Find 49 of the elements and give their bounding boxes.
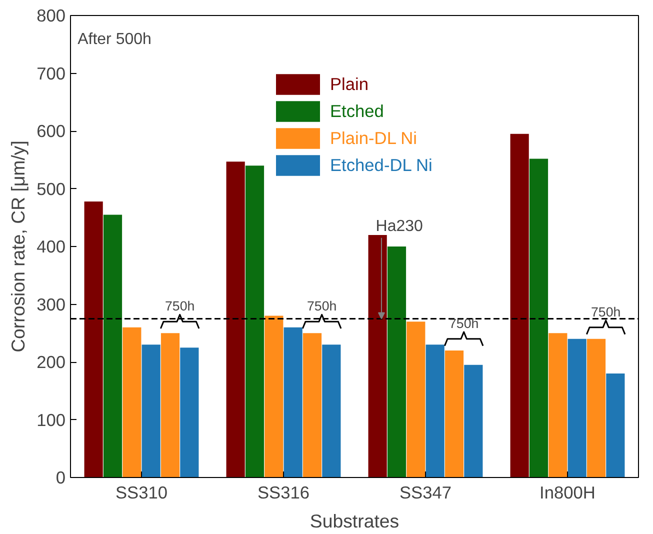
bar bbox=[606, 374, 625, 478]
y-tick-label: 400 bbox=[36, 236, 66, 256]
bar bbox=[226, 162, 245, 478]
y-tick-label: 300 bbox=[36, 294, 66, 314]
y-tick-label: 0 bbox=[56, 468, 66, 488]
bar bbox=[84, 201, 103, 478]
x-tick-label: SS347 bbox=[399, 482, 452, 502]
bar bbox=[284, 327, 302, 478]
x-tick-label: In800H bbox=[540, 482, 596, 502]
y-tick-label: 600 bbox=[36, 121, 66, 141]
bar bbox=[406, 322, 426, 478]
bar bbox=[464, 364, 483, 478]
bar bbox=[103, 214, 122, 478]
bar bbox=[510, 134, 529, 478]
annotation: After 500h bbox=[78, 30, 152, 48]
bar bbox=[529, 158, 548, 478]
ref-line-label: Ha230 bbox=[376, 218, 424, 235]
bar bbox=[568, 338, 586, 478]
bar bbox=[302, 333, 322, 478]
y-tick-label: 800 bbox=[36, 6, 66, 26]
annotation: 750h bbox=[165, 298, 195, 314]
y-axis-title: Corrosion rate, CR [μm/y] bbox=[8, 140, 29, 352]
annotation: 750h bbox=[449, 316, 479, 331]
bar bbox=[548, 333, 568, 478]
legend-label: Etched bbox=[330, 100, 384, 122]
annotation: 750h bbox=[591, 304, 621, 320]
bar bbox=[264, 316, 284, 478]
bar bbox=[586, 338, 606, 478]
y-tick-label: 100 bbox=[36, 410, 66, 430]
bar bbox=[444, 350, 464, 478]
bar bbox=[322, 344, 341, 478]
bar bbox=[368, 234, 387, 478]
legend-label: Plain bbox=[330, 72, 369, 96]
annotation: 750h bbox=[307, 298, 337, 314]
x-tick-label: SS310 bbox=[115, 482, 168, 502]
x-tick-label: SS316 bbox=[257, 482, 310, 502]
bar bbox=[180, 348, 199, 478]
bar bbox=[160, 333, 180, 478]
legend-label: Plain-DL Ni bbox=[330, 126, 417, 150]
bar bbox=[426, 344, 444, 478]
y-tick-label: 500 bbox=[36, 178, 66, 199]
bar bbox=[245, 166, 264, 478]
legend-label: Etched-DL Ni bbox=[330, 154, 432, 176]
bar bbox=[142, 344, 160, 478]
bar bbox=[122, 327, 142, 478]
y-tick-label: 200 bbox=[36, 352, 66, 372]
y-tick-label: 700 bbox=[36, 63, 66, 84]
x-axis-title: Substrates bbox=[310, 510, 400, 532]
bar bbox=[387, 246, 406, 478]
